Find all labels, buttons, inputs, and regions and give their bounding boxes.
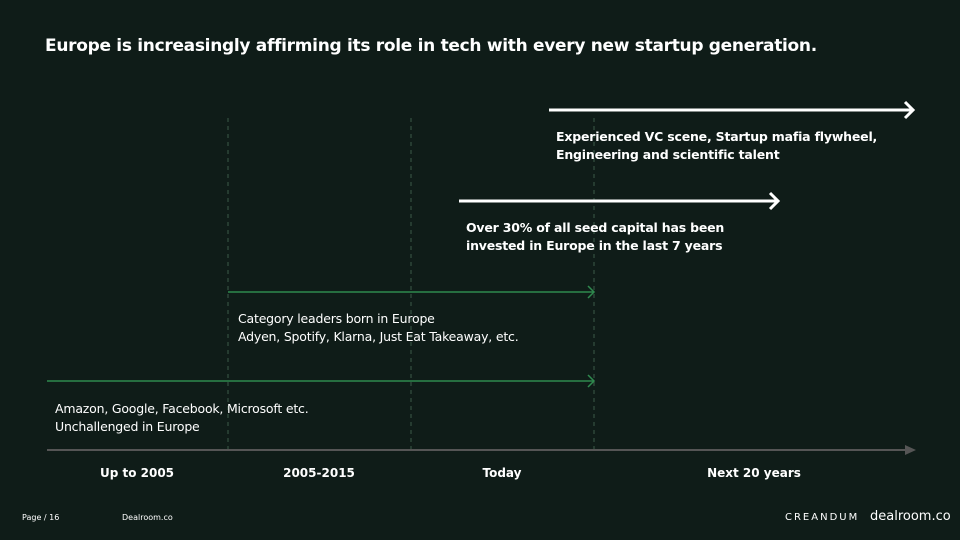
logo: CREANDUM [785, 512, 860, 523]
source: Dealroom.co [122, 513, 173, 522]
arrow-label: Experienced VC scene, Startup mafia flyw… [556, 128, 877, 164]
period-label: 2005-2015 [283, 466, 355, 480]
period-label: Up to 2005 [99, 466, 175, 480]
line: Amazon, Google, Facebook, Microsoft etc. [55, 401, 309, 416]
period-label: Today [482, 466, 522, 480]
period-label: Next 20 years [707, 466, 801, 480]
logo: dealroom.co [870, 509, 951, 524]
page-number: Page / 16 [22, 513, 60, 522]
white-arrows [459, 100, 916, 211]
line: invested in Europe in the last 7 years [466, 238, 723, 253]
line: Category leaders born in Europe [238, 311, 435, 326]
line: Unchallenged in Europe [55, 419, 200, 434]
arrow-label: Over 30% of all seed capital has been inv… [466, 219, 724, 255]
green-arrows [47, 285, 596, 388]
line: Over 30% of all seed capital has been [466, 220, 725, 235]
axis [47, 445, 916, 455]
line: Adyen, Spotify, Klarna, Just Eat Takeawa… [238, 329, 519, 344]
arrow-label: Amazon, Google, Facebook, Microsoft etc.… [55, 400, 309, 436]
line: Experienced VC scene, Startup mafia flyw… [556, 129, 878, 144]
line: Engineering and scientific talent [556, 147, 780, 162]
title: Europe is increasingly affirming its rol… [45, 36, 817, 56]
arrow-label: Category leaders born in Europe Adyen, Sp… [238, 310, 519, 346]
